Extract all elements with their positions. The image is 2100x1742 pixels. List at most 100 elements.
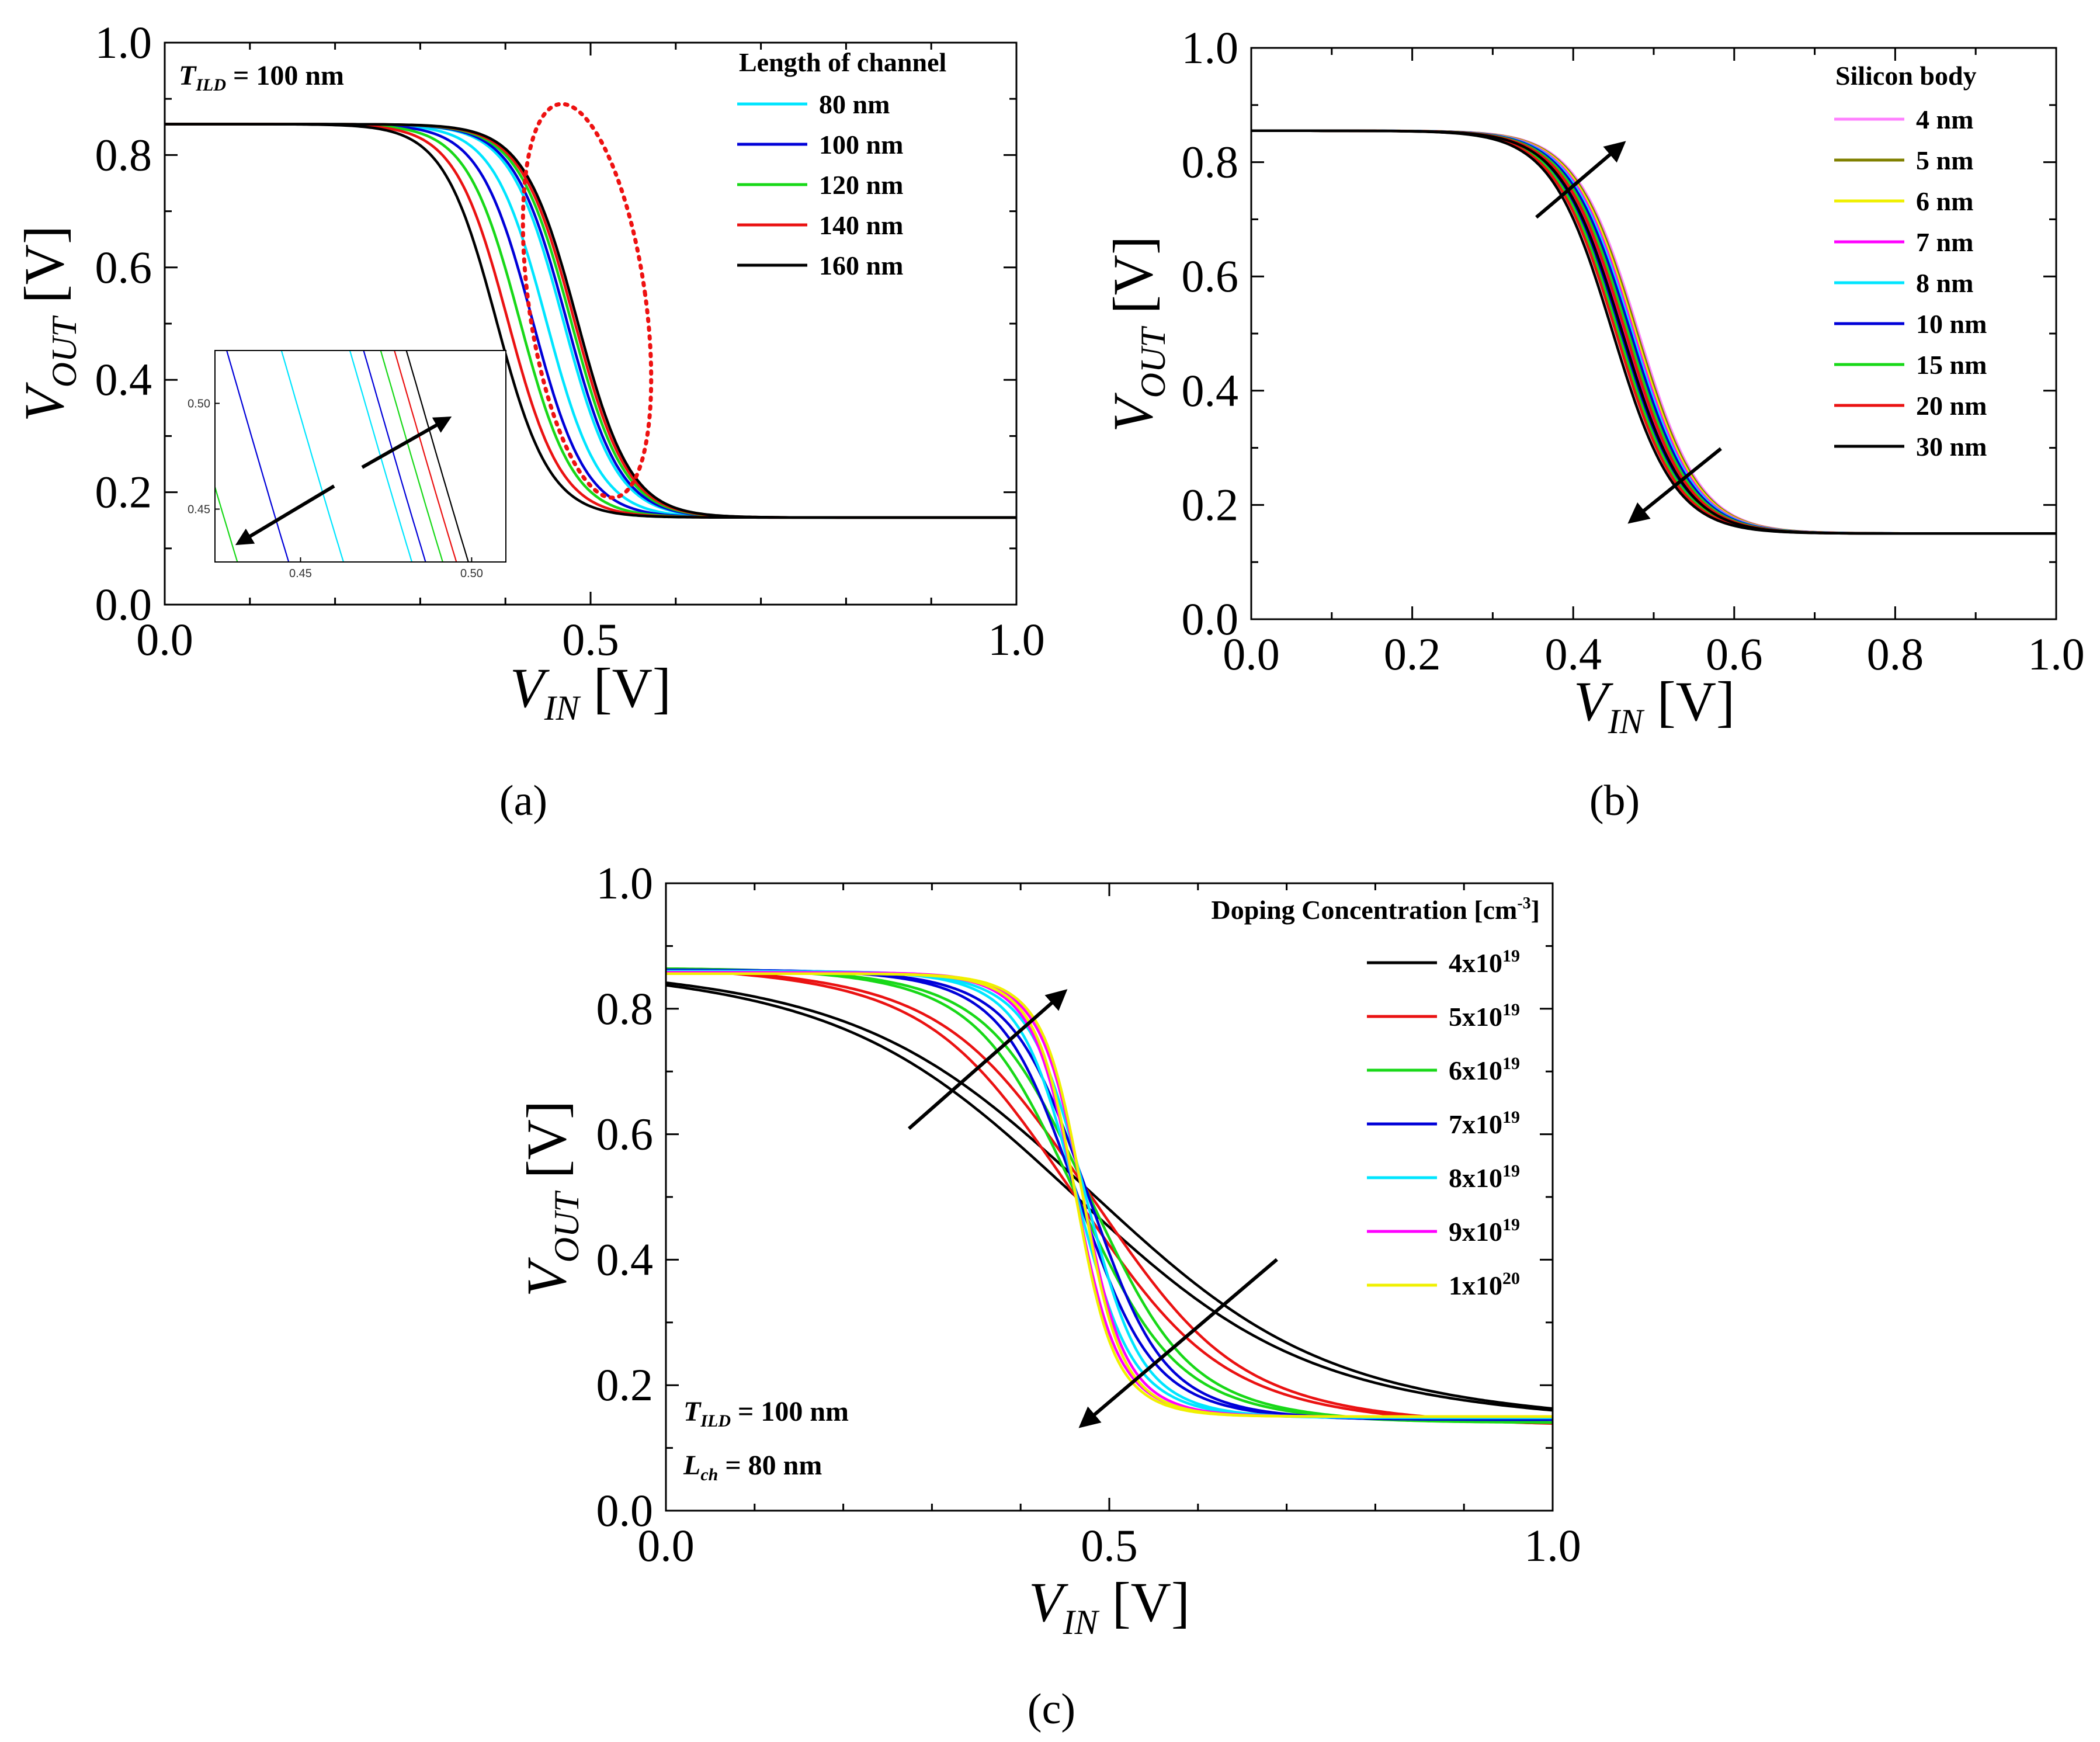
- y-tick-label: 0.4: [596, 1234, 654, 1285]
- series-line-4x10-19-fwd: [666, 981, 1553, 1410]
- inset-series-line: [215, 643, 506, 1087]
- legend-title-c: Doping Concentration [cm-3]: [1211, 894, 1540, 925]
- y-tick-label: 0.8: [1182, 137, 1239, 188]
- series-line-5x10-19-rev: [666, 968, 1553, 1425]
- y-axis-label-a: VOUT [V]: [13, 225, 84, 422]
- x-axis-label-b: VIN [V]: [1574, 670, 1735, 741]
- y-tick-label: 0.8: [95, 129, 152, 180]
- inset-series-line: [405, 351, 469, 562]
- series-line-8x10-19-fwd: [666, 970, 1553, 1420]
- x-tick-label: 0.0: [1223, 629, 1280, 679]
- inset-series-line: [215, 773, 506, 1102]
- highlight-ellipse: [520, 102, 654, 500]
- ticks-a: 0.0 0.5 1.0 0.0 0.2 0.4 0.6 0.8 1.0: [95, 17, 1045, 665]
- annotation-lch-c: Lch = 80 nm: [683, 1450, 822, 1484]
- x-axis-label-c: VIN [V]: [1029, 1571, 1190, 1642]
- legend-a: 80 nm 100 nm 120 nm 140 nm 160 nm: [737, 89, 903, 280]
- series-line-9x10-19-rev: [666, 971, 1553, 1418]
- inset-arrow-left: [235, 484, 335, 546]
- inset-y-tick-label: 0.45: [188, 504, 210, 516]
- inset-lines: [215, 351, 506, 1102]
- x-tick-label: 0.0: [637, 1520, 695, 1571]
- y-tick-label: 0.6: [1182, 251, 1239, 301]
- x-tick-label: 0.5: [562, 614, 619, 665]
- y-axis-label-b: VOUT [V]: [1102, 236, 1172, 432]
- legend-item: 20 nm: [1916, 391, 1987, 421]
- legend-item: 6x1019: [1449, 1054, 1520, 1085]
- inset-arrow-right: [361, 417, 452, 469]
- series-line-7x10-19-rev: [666, 969, 1553, 1421]
- svg-text:VOUT [V]: VOUT [V]: [515, 1101, 586, 1297]
- y-axis-label-c: VOUT [V]: [515, 1101, 586, 1297]
- legend-item: 4x1019: [1449, 946, 1520, 978]
- svg-text:VOUT [V]: VOUT [V]: [13, 225, 84, 422]
- ticks-b: 0.0 0.2 0.4 0.6 0.8 1.0 0.0 0.2 0.4 0.6 0.8 1.0: [1182, 22, 2085, 679]
- panel-label-c: (c): [1028, 1685, 1075, 1733]
- y-tick-label: 0.4: [1182, 365, 1239, 416]
- series-group-a: [165, 123, 1016, 519]
- series-group-c: [666, 967, 1553, 1425]
- legend-item: 6 nm: [1916, 186, 1973, 216]
- inset-ticks: 0.45 0.50 0.45 0.50: [188, 398, 483, 581]
- x-axis-label-a: VIN [V]: [510, 657, 671, 727]
- inset-x-tick-label: 0.50: [460, 567, 483, 580]
- legend-item: 30 nm: [1916, 432, 1987, 461]
- y-tick-label: 0.6: [95, 242, 152, 293]
- x-tick-label: 0.8: [1867, 629, 1924, 679]
- legend-b: 4 nm 5 nm 6 nm 7 nm 8 nm 10 nm 15 nm 20 nm 30 nm: [1834, 105, 1987, 461]
- series-line-6x10-19-rev: [666, 967, 1553, 1424]
- annotation-tild-c: TILD = 100 nm: [683, 1396, 849, 1431]
- legend-c: 4x1019 5x1019 6x1019 7x1019 8x1019 9x1019 1x10…: [1367, 946, 1520, 1300]
- legend-item: 5x1019: [1449, 1000, 1520, 1032]
- trend-arrow-upper-b: [1535, 141, 1626, 219]
- y-tick-label: 0.0: [596, 1485, 654, 1536]
- legend-item: 100 nm: [819, 130, 903, 159]
- ylabel-unit: [V]: [13, 225, 75, 317]
- y-tick-label: 0.2: [596, 1359, 654, 1410]
- ylabel-main: V: [13, 382, 75, 422]
- trend-arrow-lower-b: [1627, 447, 1722, 524]
- series-line-4x10-19-rev: [666, 984, 1553, 1412]
- series-line-9x10-19-fwd: [666, 971, 1553, 1418]
- x-tick-label: 0.2: [1384, 629, 1441, 679]
- legend-item: 8x1019: [1449, 1161, 1520, 1193]
- ylabel-sub: OUT: [45, 315, 84, 388]
- series-line-5x10-19-fwd: [666, 967, 1553, 1425]
- legend-item: 160 nm: [819, 251, 903, 280]
- legend-title-a: Length of channel: [739, 47, 946, 77]
- x-tick-label: 0.5: [1081, 1520, 1138, 1571]
- legend-item: 7 nm: [1916, 227, 1973, 257]
- y-tick-label: 0.8: [596, 983, 654, 1034]
- y-tick-label: 0.6: [596, 1109, 654, 1160]
- ticks-c: 0.0 0.5 1.0 0.0 0.2 0.4 0.6 0.8 1.0: [596, 858, 1581, 1571]
- x-tick-label: 0.0: [136, 614, 193, 665]
- series-line-160-nm-rev: [165, 123, 1016, 519]
- legend-item: 10 nm: [1916, 309, 1987, 339]
- y-tick-label: 1.0: [95, 17, 152, 68]
- inset-x-tick-label: 0.45: [289, 567, 312, 580]
- y-tick-label: 0.4: [95, 354, 152, 405]
- series-line-6x10-19-fwd: [666, 967, 1553, 1424]
- y-tick-label: 0.2: [95, 467, 152, 518]
- legend-item: 5 nm: [1916, 145, 1973, 175]
- legend-title-b: Silicon body: [1835, 61, 1977, 91]
- x-tick-label: 0.6: [1706, 629, 1763, 679]
- legend-item: 8 nm: [1916, 268, 1973, 298]
- x-tick-label: 0.4: [1544, 629, 1602, 679]
- series-group-b: [1251, 129, 2056, 535]
- y-tick-label: 1.0: [1182, 22, 1239, 73]
- series-line-8x10-19-rev: [666, 970, 1553, 1420]
- panel-label-a: (a): [499, 777, 547, 825]
- inset-y-tick-label: 0.50: [188, 398, 210, 411]
- series-line-1x10-20-fwd: [666, 972, 1553, 1418]
- legend-item: 140 nm: [819, 210, 903, 240]
- annotation-tild-a: TILD = 100 nm: [179, 60, 344, 95]
- legend-item: 9x1019: [1449, 1215, 1520, 1247]
- x-tick-label: 1.0: [2028, 629, 2085, 679]
- chart-panel-b: 0.0 0.2 0.4 0.6 0.8 1.0 0.0 0.2 0.4 0.6 0.8 1.0 VOU…: [1102, 22, 2085, 825]
- legend-item: 4 nm: [1916, 105, 1973, 134]
- inset-series-line: [225, 351, 290, 562]
- inset-a: 0.45 0.50 0.45 0.50: [188, 350, 506, 1102]
- series-line-7x10-19-fwd: [666, 969, 1553, 1421]
